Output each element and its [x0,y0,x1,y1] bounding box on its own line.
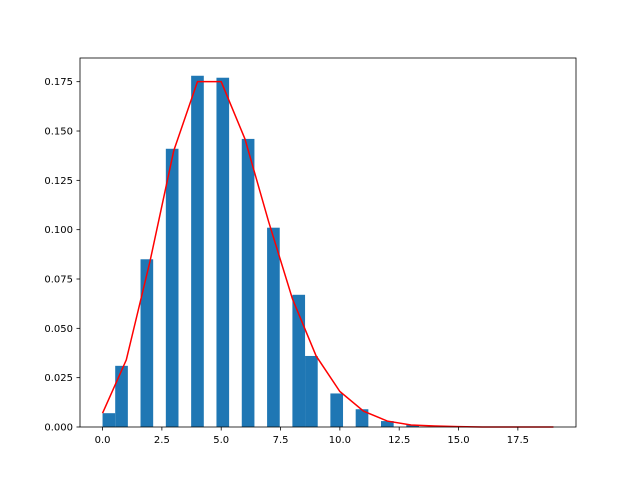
x-tick-label: 0.0 [95,435,111,446]
bar [115,365,128,427]
y-tick-label: 0.150 [44,127,73,138]
bar [140,259,154,427]
bar [241,138,255,427]
bar [330,393,344,427]
y-tick-label: 0.050 [44,324,73,335]
y-tick-label: 0.075 [44,275,73,286]
bar [355,409,369,427]
bar [165,148,179,427]
bar [267,227,280,427]
y-tick-label: 0.125 [44,176,73,187]
bar [216,77,230,428]
y-tick-label: 0.000 [44,423,73,434]
bar [102,413,116,427]
bar [191,75,204,427]
x-tick-label: 2.5 [154,435,170,446]
y-tick-label: 0.175 [44,77,73,88]
bar [406,425,419,427]
y-tick-label: 0.100 [44,225,73,236]
x-tick-label: 7.5 [273,435,289,446]
plot-frame [79,57,577,428]
bar [292,294,306,427]
x-tick-label: 10.0 [329,435,351,446]
x-tick-label: 17.5 [507,435,529,446]
bar [381,421,394,427]
bar [305,355,318,427]
x-tick-label: 12.5 [388,435,410,446]
x-tick-label: 5.0 [213,435,229,446]
x-tick-label: 15.0 [447,435,469,446]
y-tick-label: 0.025 [44,373,73,384]
